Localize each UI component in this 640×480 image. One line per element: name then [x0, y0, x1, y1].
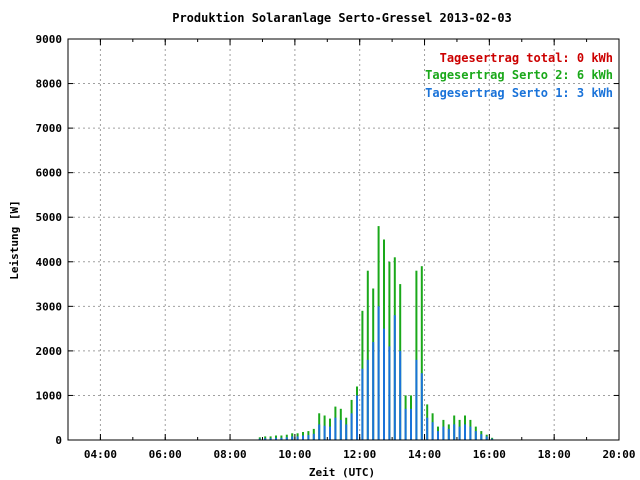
bar-serto-1: [345, 424, 348, 440]
bar-serto-1: [420, 373, 423, 440]
grid-lines: [68, 39, 619, 440]
bar-serto-1: [388, 346, 391, 440]
bar-serto-1: [334, 417, 337, 440]
bar-serto-1: [312, 433, 315, 440]
y-tick-label: 5000: [36, 211, 63, 224]
bar-serto-1: [339, 419, 342, 440]
bar-serto-1: [415, 359, 418, 440]
x-tick-label: 20:00: [602, 448, 635, 461]
bar-serto-1: [372, 342, 375, 440]
bar-serto-1: [307, 435, 310, 440]
x-tick-label: 04:00: [84, 448, 117, 461]
bar-serto-1: [285, 437, 288, 440]
bar-serto-1: [393, 315, 396, 440]
bar-serto-1: [474, 431, 477, 440]
bar-serto-1: [447, 428, 450, 440]
x-tick-label: 14:00: [408, 448, 441, 461]
chart-title: Produktion Solaranlage Serto-Gressel 201…: [172, 11, 512, 25]
bar-serto-1: [453, 424, 456, 440]
bar-serto-1: [469, 426, 472, 440]
x-tick-label: 10:00: [278, 448, 311, 461]
x-axis-label: Zeit (UTC): [309, 466, 375, 479]
y-tick-label: 3000: [36, 300, 63, 313]
x-tick-label: 08:00: [213, 448, 246, 461]
bar-serto-1: [410, 408, 412, 440]
bar-serto-1: [258, 438, 261, 440]
bar-serto-1: [437, 431, 439, 440]
bar-serto-2: [420, 266, 423, 440]
bar-serto-2: [415, 270, 418, 440]
bar-serto-1: [323, 425, 326, 440]
y-axis-ticks: 0 1000 2000 3000 4000 5000 6000 7000 8000 9000: [36, 33, 619, 447]
bar-serto-1: [399, 350, 402, 440]
y-tick-label: 6000: [36, 167, 63, 180]
x-tick-label: 18:00: [538, 448, 571, 461]
y-tick-label: 4000: [36, 256, 63, 269]
bar-serto-1: [361, 368, 364, 440]
bar-serto-1: [350, 413, 353, 440]
bar-serto-1: [383, 328, 385, 440]
y-tick-label: 2000: [36, 345, 63, 358]
bar-serto-1: [431, 422, 434, 440]
bar-serto-1: [480, 434, 483, 440]
bar-serto-1: [296, 436, 299, 440]
bar-serto-1: [404, 408, 407, 440]
legend: Tagesertrag total: 0 kWh Tagesertrag Ser…: [425, 51, 613, 100]
bar-serto-1: [491, 438, 494, 440]
y-tick-label: 0: [55, 434, 62, 447]
x-tick-label: 06:00: [149, 448, 182, 461]
bar-serto-1: [318, 424, 321, 440]
y-axis-label: Leistung [W]: [8, 200, 21, 279]
bar-serto-2: [258, 437, 261, 440]
bar-serto-1: [275, 437, 277, 440]
x-tick-label: 12:00: [343, 448, 376, 461]
plot-frame: [67, 38, 620, 441]
bar-serto-1: [464, 424, 466, 440]
bar-serto-1: [377, 306, 380, 440]
bar-serto-1: [356, 395, 358, 440]
bar-series: [258, 226, 494, 440]
bar-serto-1: [264, 438, 267, 440]
legend-entry-serto2: Tagesertrag Serto 2: 6 kWh: [425, 68, 613, 82]
bar-serto-1: [442, 426, 445, 440]
bar-serto-1: [366, 359, 369, 440]
y-tick-label: 8000: [36, 78, 63, 91]
x-axis-ticks: 04:00 06:00 08:00 10:00 12:00 14:00 16:00 18:00…: [67, 39, 636, 461]
bar-serto-1: [329, 426, 331, 440]
x-tick-label: 16:00: [473, 448, 506, 461]
bar-serto-1: [302, 435, 304, 440]
y-tick-label: 7000: [36, 122, 63, 135]
bar-serto-1: [280, 437, 283, 440]
legend-entry-total: Tagesertrag total: 0 kWh: [440, 51, 613, 65]
bar-serto-1: [458, 426, 461, 440]
bar-serto-1: [426, 417, 429, 440]
bar-serto-2: [275, 435, 277, 440]
y-tick-label: 1000: [36, 389, 63, 402]
bar-serto-1: [291, 436, 294, 440]
legend-entry-serto1: Tagesertrag Serto 1: 3 kWh: [425, 86, 613, 100]
bar-serto-1: [269, 438, 272, 440]
bar-serto-1: [485, 436, 488, 440]
y-tick-label: 9000: [36, 33, 63, 46]
bar-serto-2: [280, 435, 283, 440]
bar-serto-2: [366, 270, 369, 440]
